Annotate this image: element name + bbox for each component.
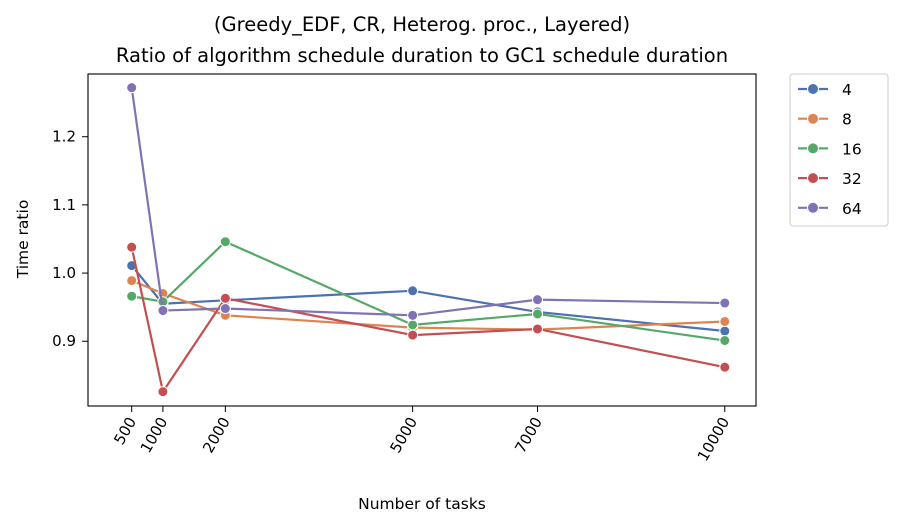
chart-title-line2: Ratio of algorithm schedule duration to … bbox=[116, 44, 728, 67]
legend-label-8: 8 bbox=[842, 111, 852, 129]
legend-label-32: 32 bbox=[842, 170, 862, 188]
data-point bbox=[719, 315, 731, 327]
legend-marker-4 bbox=[807, 83, 819, 95]
data-point bbox=[219, 292, 231, 304]
y-tick-label: 1.0 bbox=[52, 264, 76, 282]
y-tick-label: 1.2 bbox=[52, 128, 76, 146]
series-line-32 bbox=[130, 246, 726, 393]
data-point bbox=[126, 241, 138, 253]
data-point bbox=[157, 305, 169, 317]
legend: 4 8 16 32 64 bbox=[789, 73, 889, 227]
data-point bbox=[219, 303, 231, 315]
legend-marker-16 bbox=[807, 142, 819, 155]
y-tick-label: 1.1 bbox=[52, 196, 76, 214]
data-point bbox=[531, 323, 543, 335]
data-point bbox=[407, 319, 419, 331]
data-point bbox=[126, 290, 138, 302]
series-line-4 bbox=[130, 264, 726, 333]
series-16 bbox=[126, 236, 731, 347]
x-tick-label: 1000 bbox=[137, 414, 172, 456]
legend-frame bbox=[789, 73, 889, 227]
series-32 bbox=[126, 241, 731, 398]
x-tick-label: 10000 bbox=[694, 414, 733, 464]
data-point bbox=[157, 386, 169, 398]
x-axis-label: Number of tasks bbox=[358, 495, 486, 513]
series-line-8 bbox=[130, 279, 726, 331]
data-point bbox=[719, 325, 731, 337]
data-point bbox=[407, 329, 419, 341]
axes-frame bbox=[87, 73, 757, 407]
legend-label-16: 16 bbox=[842, 140, 862, 158]
legend-marker-32 bbox=[807, 172, 819, 185]
data-point bbox=[531, 308, 543, 320]
legend-marker-8 bbox=[807, 112, 819, 125]
x-tick-label: 7000 bbox=[511, 414, 546, 456]
data-point bbox=[407, 285, 419, 297]
data-point bbox=[126, 82, 138, 94]
legend-label-64: 64 bbox=[842, 200, 862, 218]
data-point bbox=[719, 361, 731, 373]
x-tick-label: 5000 bbox=[386, 414, 421, 456]
y-tick-label: 0.9 bbox=[52, 332, 76, 350]
series-64 bbox=[126, 82, 731, 321]
data-point bbox=[219, 236, 231, 248]
x-tick-label: 2000 bbox=[199, 414, 234, 456]
data-point bbox=[126, 275, 138, 287]
chart-title-line1: (Greedy_EDF, CR, Heterog. proc., Layered… bbox=[214, 13, 630, 36]
legend-label-4: 4 bbox=[842, 81, 852, 99]
data-point bbox=[531, 294, 543, 306]
y-axis-label: Time ratio bbox=[14, 200, 32, 280]
data-point bbox=[719, 335, 731, 347]
legend-marker-64 bbox=[807, 201, 819, 214]
series-8 bbox=[126, 275, 731, 336]
x-tick-label: 500 bbox=[110, 414, 140, 448]
data-point bbox=[719, 297, 731, 309]
series-line-64 bbox=[130, 86, 726, 317]
data-point bbox=[407, 309, 419, 321]
